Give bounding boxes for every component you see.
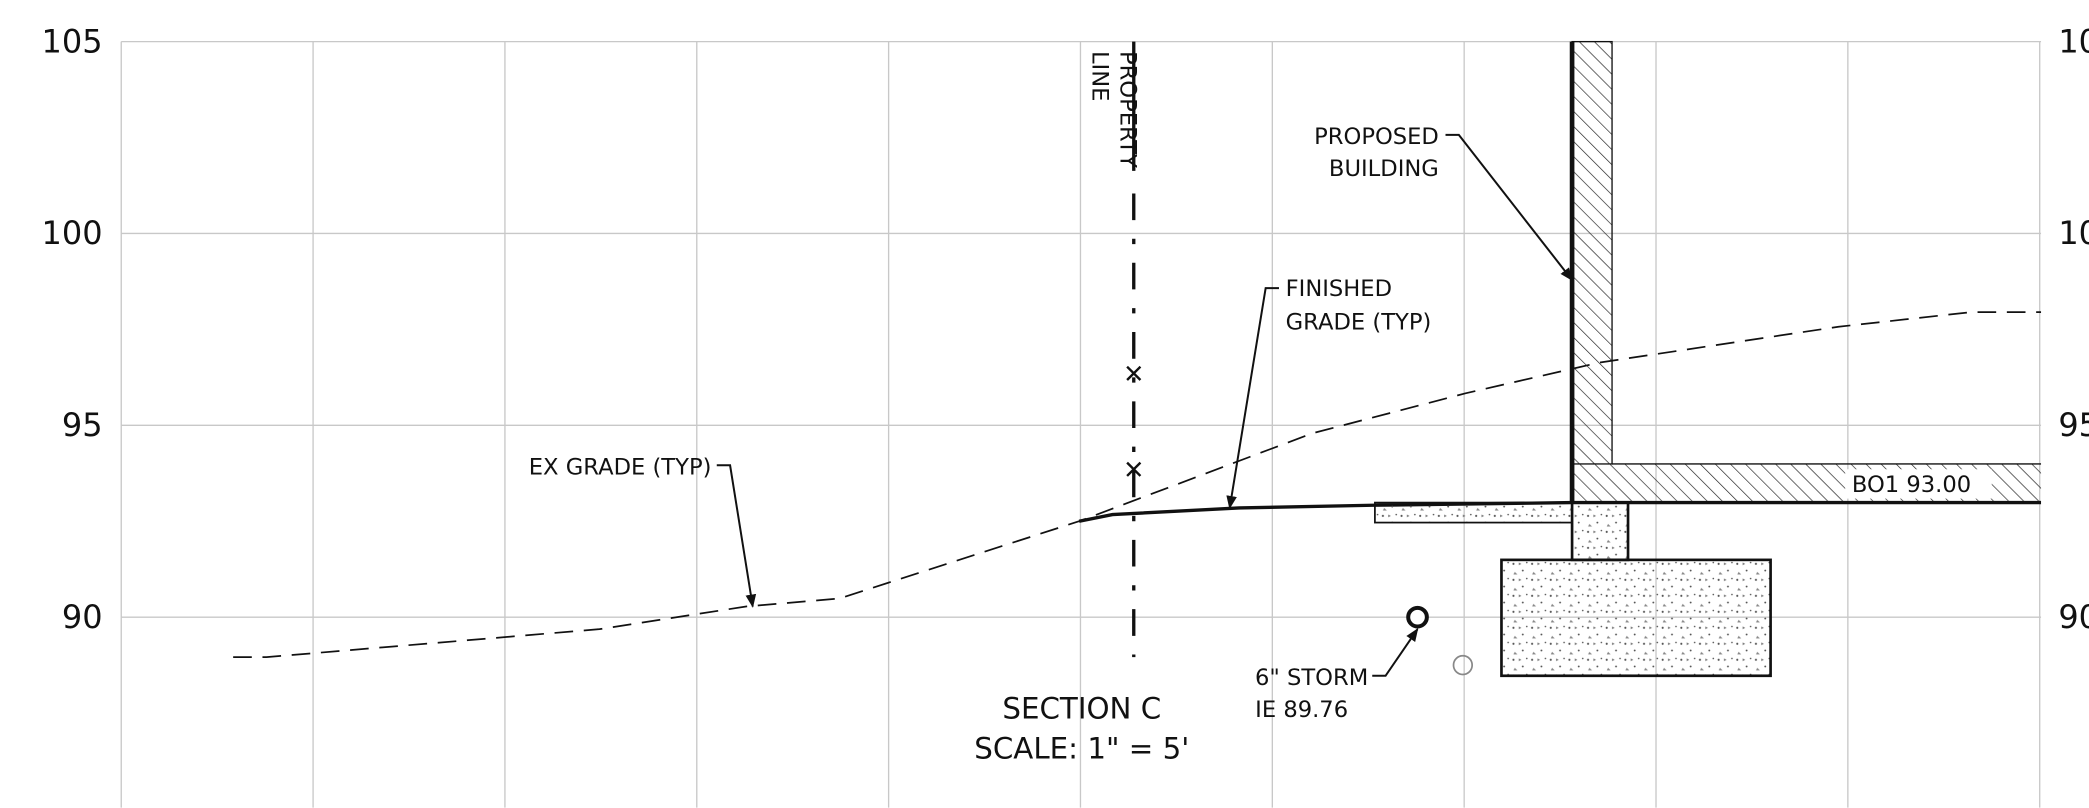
elevation-label: 100 [42,214,103,252]
elevation-label: 95 [2058,406,2089,444]
elevation-label: 95 [62,406,103,444]
elevation-label: 90 [2058,598,2089,636]
label: PROPOSED [1314,124,1439,150]
label: LINE [1086,51,1112,101]
section-title: SECTION C [1002,691,1161,725]
pipe [1452,654,1474,676]
leaders [716,133,1573,677]
label: BO1 93.00 [1852,472,1971,498]
label: PROPERTY [1114,51,1140,168]
elevation-label: 105 [42,22,103,60]
section-scale: SCALE: 1" = 5' [974,731,1189,765]
building-wall-hatch [1571,40,1613,465]
label-mask [1845,469,1992,499]
label: FINISHED [1286,276,1392,302]
elevation-label: 105 [2058,22,2089,60]
sidewalk-slab [1374,501,1573,524]
property-line [1126,41,1142,658]
storm-pipe [1406,605,1429,629]
footing [1500,558,1772,678]
label: BUILDING [1329,156,1439,182]
label: EX GRADE (TYP) [529,455,712,481]
label: GRADE (TYP) [1286,309,1432,335]
grid [120,40,2042,808]
label: 6" STORM [1255,665,1368,691]
elevation-label: 90 [62,598,103,636]
footing-stem [1570,501,1630,562]
elevation-label: 100 [2058,214,2089,252]
label: IE 89.76 [1255,697,1348,723]
